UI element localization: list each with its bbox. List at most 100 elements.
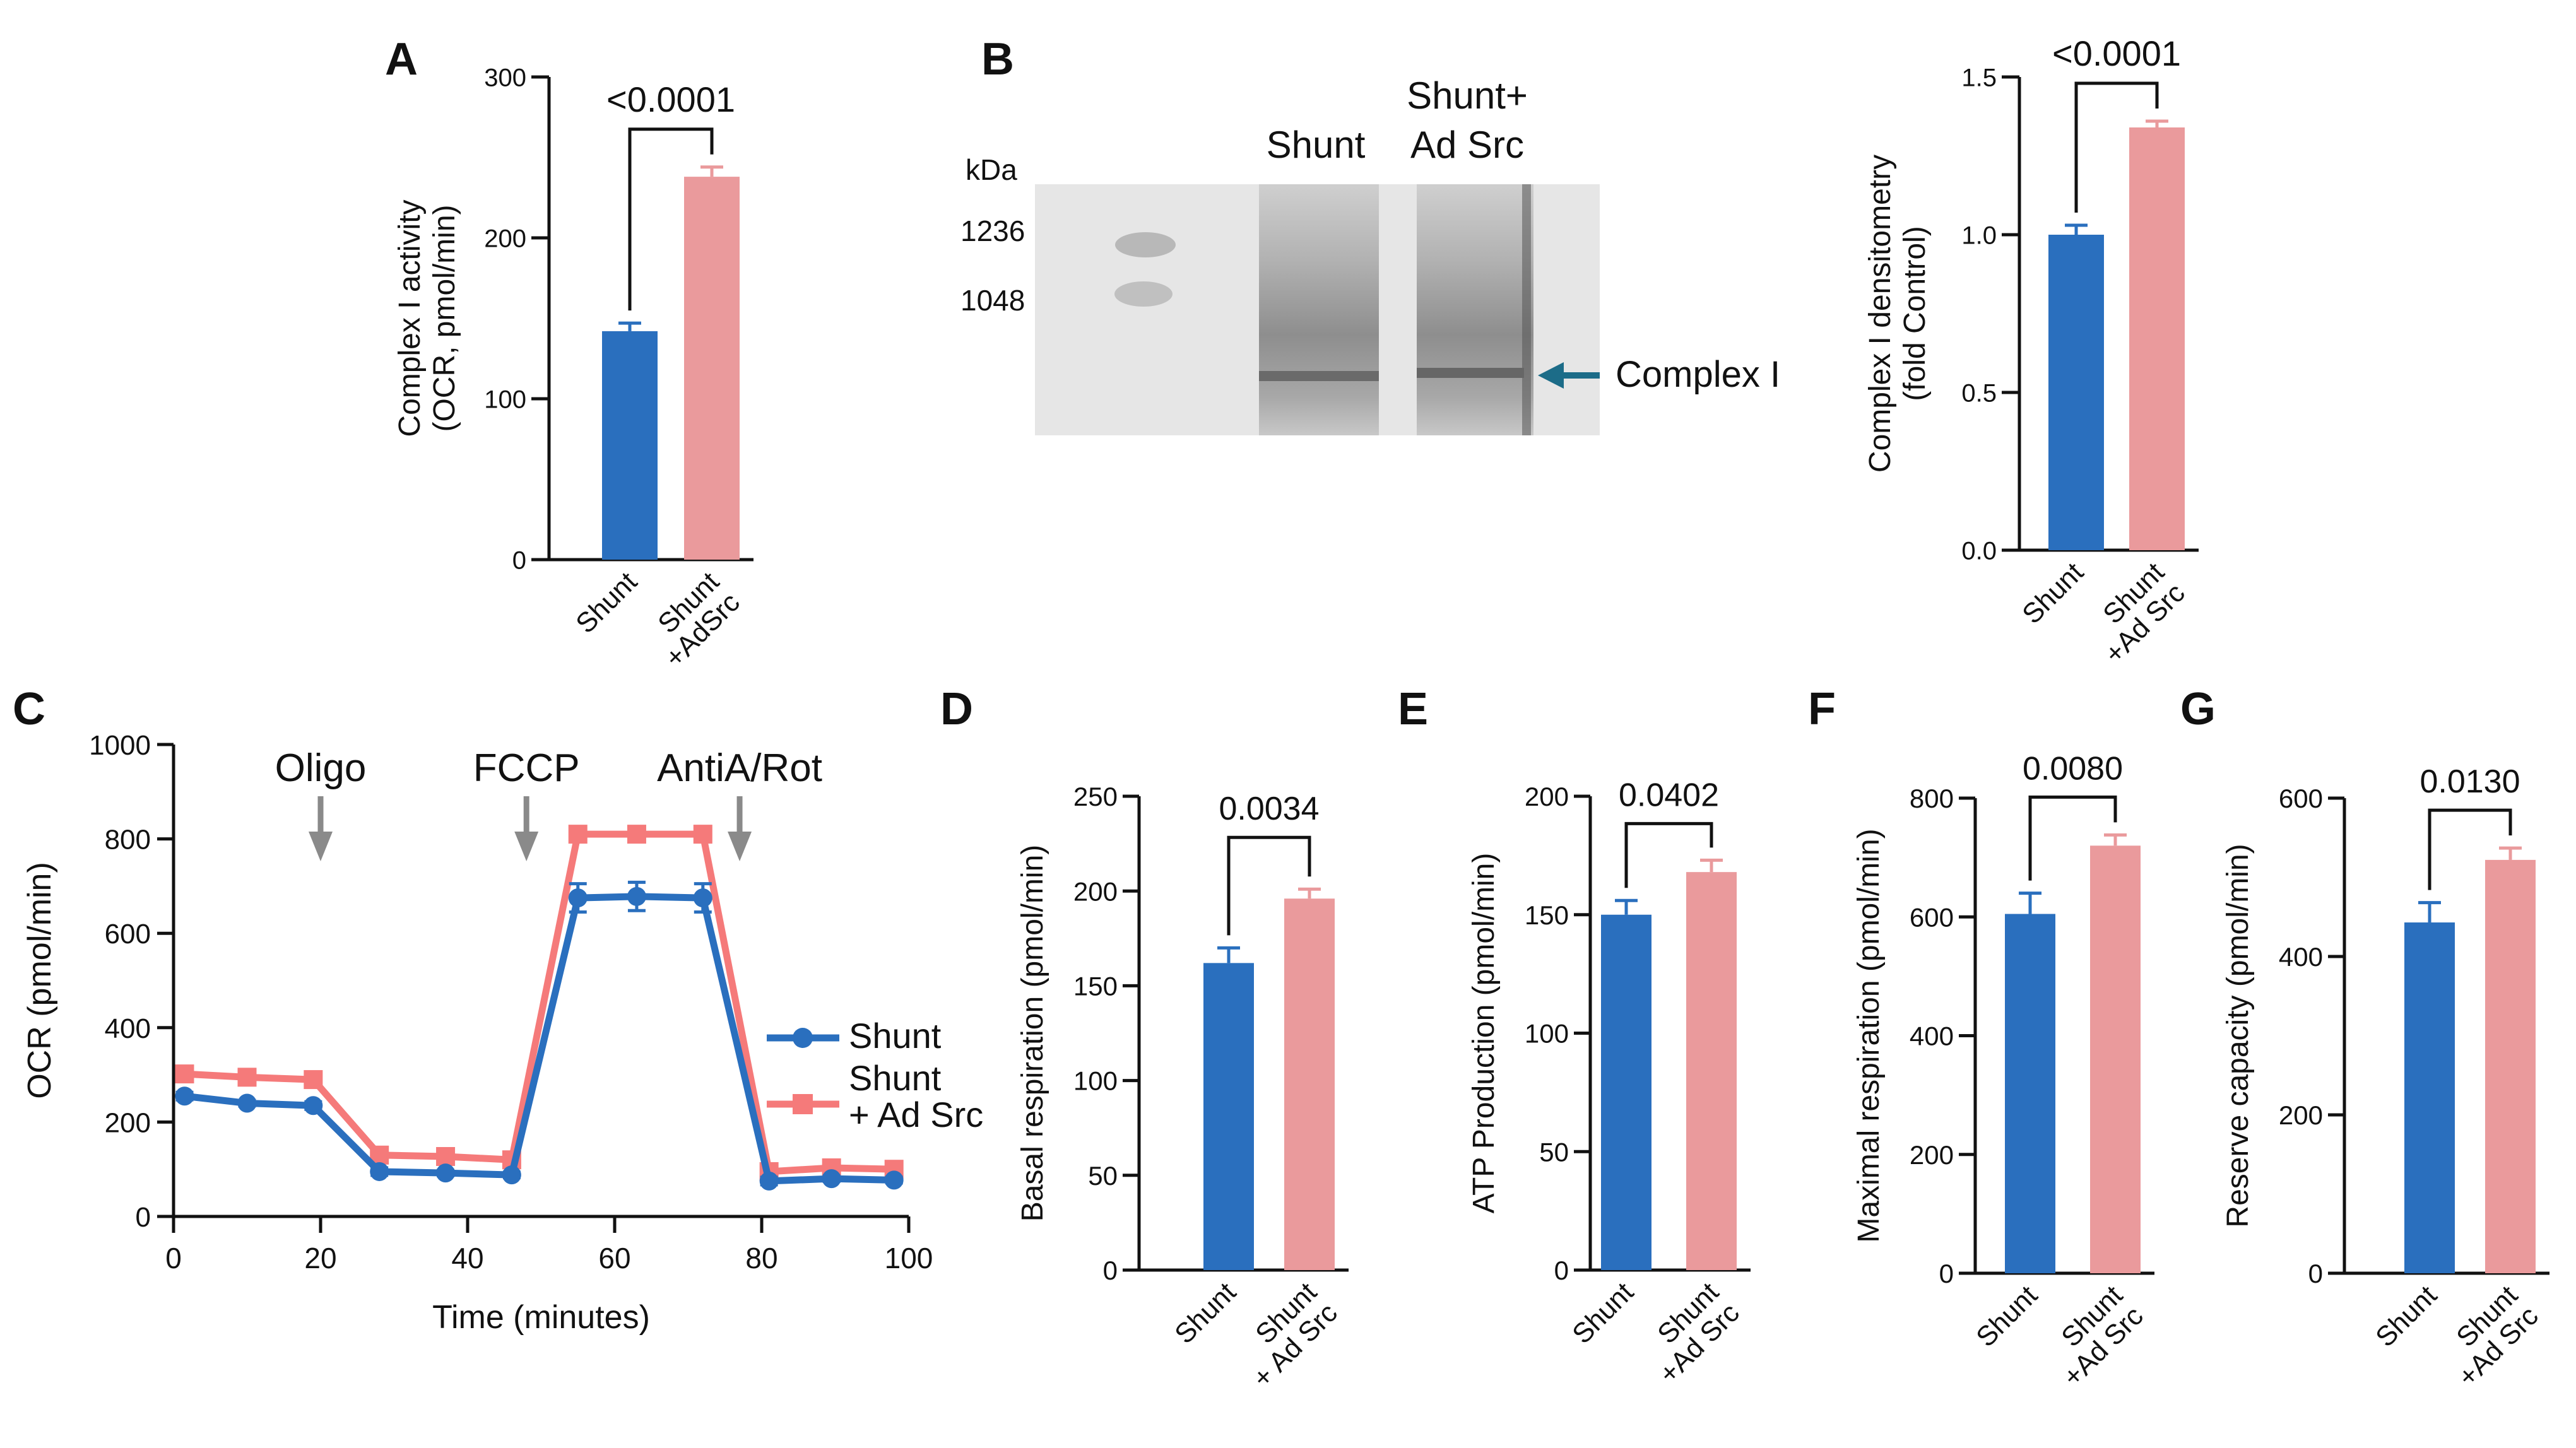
- blot-marker-1236: 1236: [960, 215, 1025, 247]
- chart-g-x-tick-label: Shunt+Ad Src: [2431, 1280, 2544, 1392]
- chart-c-legend-label-adsrc: + Ad Src: [849, 1095, 983, 1134]
- chart-b-p-value: <0.0001: [2052, 33, 2181, 73]
- chart-b-x-tick-label: Shunt: [2016, 556, 2089, 630]
- chart-c-x-tick-label: 20: [304, 1242, 336, 1274]
- chart-g-bar-adsrc: [2485, 859, 2536, 1273]
- chart-a-x-tick-label: Shunt+AdSrc: [639, 566, 746, 673]
- chart-c-y-tick-label: 0: [136, 1202, 151, 1233]
- chart-e-p-value: 0.0402: [1619, 777, 1719, 813]
- blot-lane-label-adsrc-1: Shunt+: [1407, 74, 1528, 117]
- chart-c-series-line-shunt: [184, 893, 894, 1185]
- chart-g-bar-shunt: [2404, 922, 2455, 1273]
- complex-i-label: Complex I: [1616, 354, 1780, 395]
- chart-c-legend-marker-adsrc: [793, 1094, 813, 1114]
- chart-c: 0 200 400 600 800 1000 0 20 40 60 80 100 Time (minut…: [21, 730, 983, 1336]
- chart-b-bar-adsrc: [2129, 127, 2185, 550]
- chart-d-y-tick-label: 100: [1073, 1066, 1118, 1096]
- chart-b-x-tick-label-line: Shunt: [2016, 556, 2089, 630]
- chart-d-x-tick-label: Shunt+ Ad Src: [1226, 1276, 1344, 1394]
- chart-c-point-shunt: [822, 1169, 841, 1189]
- chart-e-y-tick-label: 100: [1525, 1019, 1569, 1049]
- chart-d-x-tick-label-line: Shunt: [1169, 1276, 1242, 1350]
- chart-c-annotation-arrow-head: [728, 832, 752, 861]
- chart-b-bar-shunt: [2048, 235, 2104, 550]
- chart-d-y-label: Basal respiration (pmol/min): [1016, 845, 1049, 1222]
- chart-g-y-tick-label: 600: [2279, 784, 2323, 813]
- chart-a-p-value: <0.0001: [606, 79, 735, 119]
- chart-a-x-tick-label-line: Shunt: [570, 566, 643, 639]
- chart-g-y-tick-label: 400: [2279, 942, 2323, 972]
- chart-g-y-tick-label: 0: [2308, 1259, 2323, 1288]
- complex-i-arrow-head: [1538, 362, 1564, 389]
- chart-c-y-tick-label: 1000: [89, 730, 151, 761]
- chart-d: 0 50 100 150 200 250 Basal respiration (pmol/m…: [1016, 782, 1349, 1394]
- blot-lane-label-shunt: Shunt: [1267, 124, 1366, 166]
- chart-b-x-tick-label: Shunt+Ad Src: [2078, 556, 2191, 669]
- chart-e: 0 50 100 150 200 ATP Production (pmol/min) 0.0…: [1467, 777, 1751, 1389]
- chart-a: 0 100 200 300 Complex I activity (OCR, pmol/m…: [393, 64, 753, 674]
- blot-marker-band-1236: [1115, 232, 1176, 257]
- chart-c-annotation-label: Oligo: [275, 746, 367, 790]
- chart-c-legend-marker-shunt: [793, 1028, 813, 1048]
- chart-f-x-tick-label-line: Shunt: [1970, 1280, 2043, 1353]
- chart-b-y-tick-label: 1.5: [1961, 64, 1997, 91]
- chart-f-x-tick-label: Shunt: [1970, 1280, 2043, 1353]
- chart-a-bar-adsrc: [684, 177, 740, 560]
- panel-label-f: F: [1808, 684, 1836, 734]
- chart-c-annotation-arrow-head: [514, 832, 539, 861]
- chart-f-y-tick-label: 400: [1910, 1021, 1954, 1051]
- chart-c-legend-label-adsrc: Shunt: [849, 1058, 942, 1098]
- chart-c-point-adsrc: [304, 1070, 323, 1090]
- chart-c-point-shunt: [304, 1096, 323, 1115]
- chart-c-annotation-label: AntiA/Rot: [657, 746, 822, 790]
- chart-f-y-tick-label: 200: [1910, 1140, 1954, 1170]
- chart-c-point-adsrc: [627, 825, 646, 844]
- chart-c-x-tick-label: 80: [745, 1242, 777, 1274]
- panel-label-c: C: [13, 684, 45, 734]
- blot-kda-label: kDa: [966, 153, 1017, 186]
- chart-e-x-tick-label: Shunt: [1566, 1276, 1640, 1350]
- chart-b-y-tick-label: 0.5: [1961, 379, 1997, 407]
- chart-c-y-tick-label: 200: [105, 1107, 151, 1138]
- chart-c-y-label: OCR (pmol/min): [21, 862, 58, 1099]
- chart-c-x-tick-label: 100: [885, 1242, 933, 1274]
- chart-g: 0 200 400 600 Reserve capacity (pmol/min) 0.0…: [2221, 763, 2549, 1392]
- chart-c-point-shunt: [884, 1170, 904, 1190]
- chart-g-significance-bracket: [2428, 808, 2512, 890]
- chart-f-bar-shunt: [2005, 914, 2055, 1273]
- blot-lane-label-adsrc-2: Ad Src: [1410, 124, 1524, 166]
- chart-e-bar-shunt: [1601, 914, 1651, 1270]
- chart-d-bar-adsrc: [1284, 898, 1335, 1270]
- chart-b-y-tick-label: 1.0: [1961, 221, 1997, 249]
- chart-f-y-label: Maximal respiration (pmol/min): [1852, 828, 1886, 1242]
- chart-a-y-label: Complex I activity: [393, 199, 427, 437]
- chart-c-x-tick-label: 60: [598, 1242, 630, 1274]
- chart-c-point-shunt: [175, 1086, 194, 1106]
- chart-c-y-tick-label: 600: [105, 919, 151, 950]
- chart-c-point-shunt: [237, 1093, 257, 1113]
- chart-b-significance-bracket: [2074, 81, 2159, 213]
- chart-a-y-tick-label: 100: [484, 386, 526, 413]
- chart-a-y-label: (OCR, pmol/min): [428, 204, 461, 432]
- chart-f-significance-bracket: [2028, 795, 2117, 881]
- chart-c-point-adsrc: [237, 1068, 257, 1087]
- panel-label-e: E: [1398, 684, 1428, 734]
- panel-label-a: A: [385, 34, 418, 85]
- panel-label-b: B: [981, 34, 1014, 85]
- chart-f-bar-adsrc: [2090, 845, 2141, 1273]
- chart-c-annotation-label: FCCP: [473, 746, 580, 790]
- chart-c-x-label: Time (minutes): [432, 1299, 650, 1336]
- blot-band-shunt: [1259, 371, 1379, 381]
- chart-e-significance-bracket: [1624, 821, 1713, 888]
- blot-lane-shunt: [1259, 184, 1379, 435]
- chart-c-point-shunt: [370, 1162, 389, 1181]
- chart-b: 0.0 0.5 1.0 1.5 Complex I densitometry (fold …: [1864, 33, 2199, 669]
- chart-f-x-tick-label: Shunt+Ad Src: [2036, 1280, 2149, 1392]
- chart-c-point-shunt: [759, 1171, 779, 1191]
- chart-g-x-tick-label: Shunt: [2370, 1280, 2443, 1353]
- chart-b-y-label: Complex I densitometry: [1864, 155, 1897, 473]
- chart-f-y-tick-label: 0: [1939, 1259, 1954, 1288]
- chart-d-y-tick-label: 250: [1073, 782, 1118, 811]
- chart-a-y-tick-label: 300: [484, 64, 526, 91]
